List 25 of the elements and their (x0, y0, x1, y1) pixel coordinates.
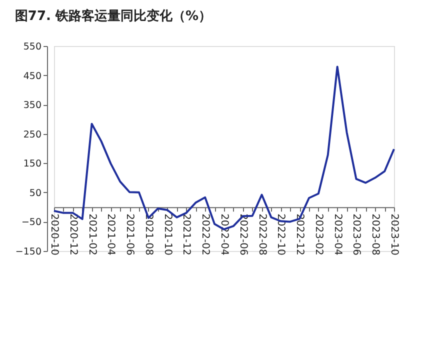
chart-title: 图77. 铁路客运量同比变化（%） (14, 8, 212, 24)
x-tick-label: 2023-10 (388, 214, 400, 256)
y-tick-label: 250 (23, 129, 42, 140)
y-tick-label: 50 (29, 188, 42, 199)
y-tick-label: 450 (23, 70, 42, 82)
y-tick-label: −50 (21, 217, 42, 228)
x-tick-label: 2021-02 (86, 214, 98, 256)
x-tick-label: 2020-10 (48, 214, 60, 256)
y-tick-label: 550 (23, 42, 42, 52)
x-tick-label: 2023-02 (312, 214, 324, 256)
x-tick-label: 2022-02 (200, 214, 211, 256)
x-tick-label: 2021-08 (142, 214, 154, 256)
x-tick-label: 2022-12 (294, 214, 306, 256)
x-tick-label: 2023-06 (350, 214, 362, 256)
x-tick-label: 2021-10 (162, 214, 173, 256)
x-tick-label: 2021-06 (124, 214, 136, 256)
y-tick-label: 150 (23, 158, 42, 170)
x-tick-label: 2021-12 (180, 214, 192, 256)
x-tick-label: 2021-04 (105, 214, 116, 256)
x-tick-label: 2023-08 (370, 214, 381, 256)
y-tick-label: 350 (23, 100, 42, 112)
y-tick-label: −150 (15, 246, 42, 258)
x-tick-label: 2020-12 (67, 214, 78, 256)
x-tick-label: 2023-04 (332, 214, 343, 256)
x-tick-label: 2022-08 (256, 214, 268, 256)
